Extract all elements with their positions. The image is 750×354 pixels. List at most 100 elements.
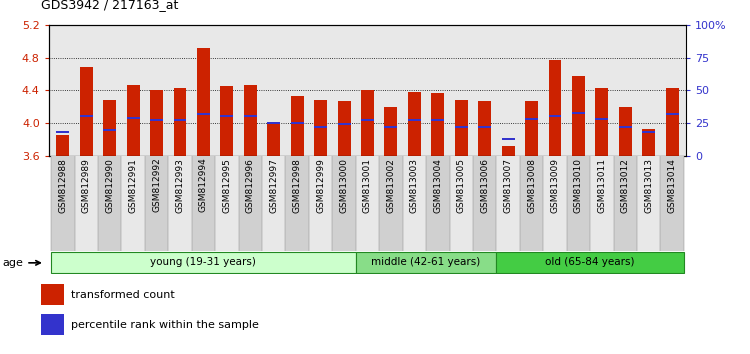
Bar: [543, 25, 567, 156]
Bar: [403, 25, 426, 156]
Bar: [150, 90, 163, 156]
Bar: [408, 92, 421, 156]
Bar: [525, 118, 538, 120]
Bar: [238, 25, 262, 156]
Bar: [596, 88, 608, 156]
Bar: [666, 88, 679, 156]
Bar: [41, 314, 64, 335]
Bar: [215, 25, 238, 156]
Text: age: age: [2, 258, 40, 268]
Bar: [145, 156, 168, 251]
Bar: [98, 25, 122, 156]
Text: GSM813013: GSM813013: [644, 158, 653, 213]
Text: GSM812999: GSM812999: [316, 158, 325, 212]
Text: GSM812995: GSM812995: [222, 158, 231, 212]
Text: GSM812989: GSM812989: [82, 158, 91, 212]
Bar: [356, 252, 496, 273]
Text: GSM813011: GSM813011: [597, 158, 606, 213]
Text: GSM812991: GSM812991: [129, 158, 138, 212]
Bar: [502, 138, 515, 140]
Bar: [80, 67, 93, 156]
Bar: [74, 156, 98, 251]
Text: GDS3942 / 217163_at: GDS3942 / 217163_at: [41, 0, 178, 11]
Bar: [642, 129, 656, 156]
Bar: [619, 107, 632, 156]
Bar: [661, 156, 684, 251]
Bar: [122, 25, 145, 156]
Bar: [150, 119, 163, 121]
Text: GSM813003: GSM813003: [410, 158, 419, 213]
Bar: [572, 112, 585, 114]
Bar: [496, 156, 520, 251]
Bar: [291, 96, 304, 156]
Bar: [286, 156, 309, 251]
Bar: [449, 25, 473, 156]
Bar: [267, 123, 280, 156]
Bar: [314, 126, 327, 128]
Bar: [356, 25, 380, 156]
Text: GSM813014: GSM813014: [668, 158, 676, 212]
Bar: [590, 25, 613, 156]
Bar: [590, 156, 613, 251]
Bar: [338, 101, 350, 156]
Text: percentile rank within the sample: percentile rank within the sample: [71, 320, 260, 330]
Bar: [543, 156, 567, 251]
Bar: [385, 126, 398, 128]
Bar: [74, 25, 98, 156]
Bar: [614, 25, 637, 156]
Bar: [192, 25, 215, 156]
Bar: [642, 131, 656, 133]
Bar: [619, 126, 632, 128]
Bar: [637, 25, 661, 156]
Bar: [356, 156, 380, 251]
Bar: [51, 156, 74, 251]
Text: GSM813001: GSM813001: [363, 158, 372, 213]
Text: old (65-84 years): old (65-84 years): [545, 257, 635, 267]
Text: young (19-31 years): young (19-31 years): [151, 257, 256, 267]
Text: GSM812998: GSM812998: [292, 158, 302, 212]
Text: GSM812996: GSM812996: [246, 158, 255, 212]
Bar: [567, 156, 590, 251]
Bar: [145, 25, 168, 156]
Bar: [104, 100, 116, 156]
Bar: [80, 115, 93, 118]
Text: GSM813008: GSM813008: [527, 158, 536, 213]
Bar: [122, 156, 145, 251]
Bar: [215, 156, 238, 251]
Bar: [220, 115, 233, 118]
Bar: [661, 25, 684, 156]
Text: GSM813002: GSM813002: [386, 158, 395, 212]
Text: GSM812988: GSM812988: [58, 158, 68, 212]
Bar: [426, 25, 449, 156]
Bar: [525, 101, 538, 156]
Bar: [338, 123, 350, 125]
Bar: [56, 131, 69, 133]
Bar: [548, 115, 562, 118]
Bar: [431, 93, 444, 156]
Bar: [520, 25, 543, 156]
Bar: [238, 156, 262, 251]
Bar: [197, 113, 210, 115]
Bar: [478, 126, 491, 128]
Bar: [520, 156, 543, 251]
Bar: [41, 284, 64, 305]
Bar: [220, 86, 233, 156]
Bar: [309, 25, 332, 156]
Bar: [98, 156, 122, 251]
Bar: [286, 25, 309, 156]
Bar: [380, 25, 403, 156]
Text: GSM813000: GSM813000: [340, 158, 349, 213]
Bar: [496, 252, 684, 273]
Bar: [567, 25, 590, 156]
Bar: [403, 156, 426, 251]
Bar: [314, 100, 327, 156]
Bar: [244, 115, 256, 118]
Bar: [56, 135, 69, 156]
Text: GSM812997: GSM812997: [269, 158, 278, 212]
Bar: [361, 90, 374, 156]
Bar: [197, 48, 210, 156]
Bar: [127, 85, 140, 156]
Text: GSM813005: GSM813005: [457, 158, 466, 213]
Bar: [262, 25, 286, 156]
Bar: [426, 156, 449, 251]
